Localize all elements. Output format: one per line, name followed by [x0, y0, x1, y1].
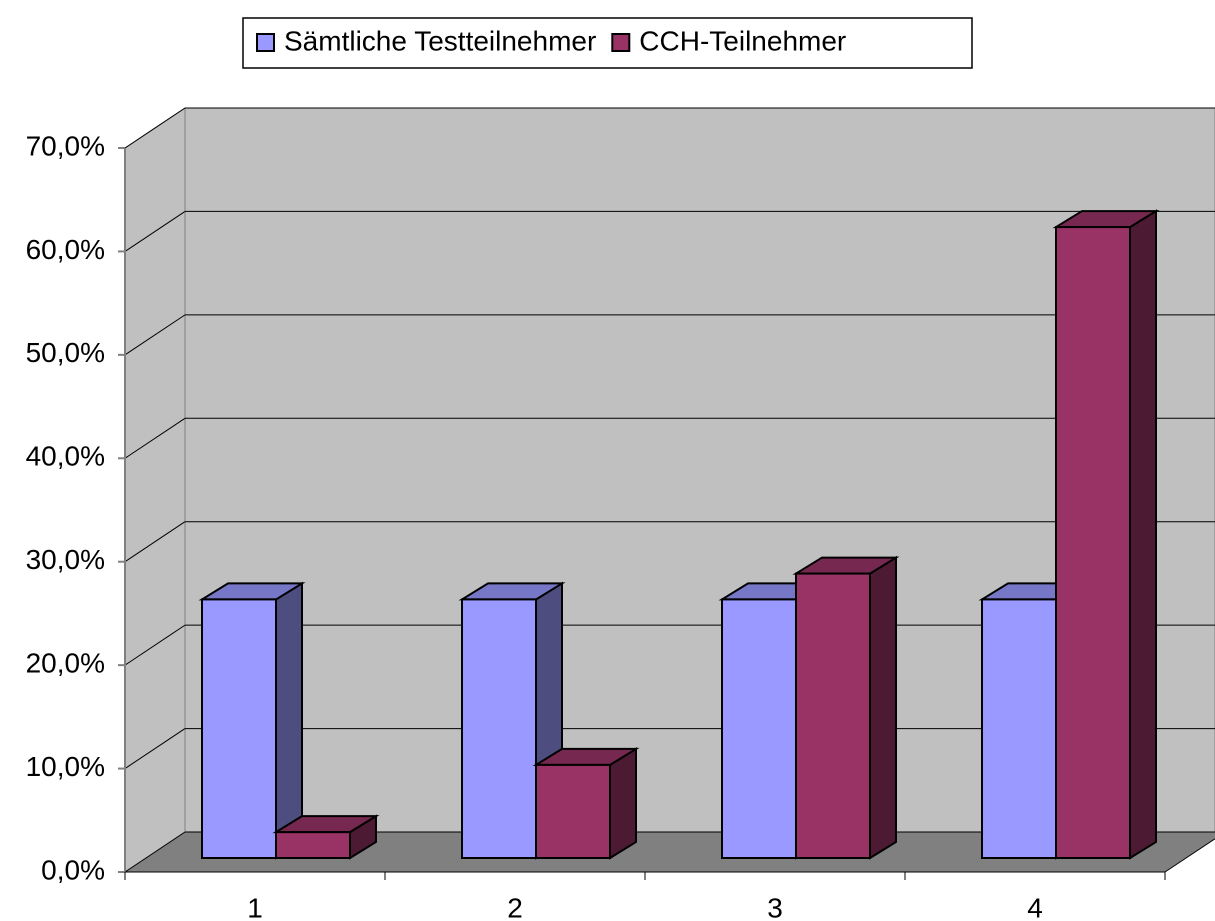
- legend-label: Sämtliche Testteilnehmer: [284, 25, 596, 56]
- bar: [532, 747, 640, 860]
- bar-front: [981, 598, 1057, 860]
- bar-front: [795, 572, 871, 859]
- grid-line: [124, 624, 186, 666]
- grid-line: [124, 107, 186, 149]
- bar-front: [1055, 226, 1131, 860]
- grid-line: [124, 211, 186, 252]
- bar-side: [275, 581, 303, 860]
- y-tick-label: 20,0%: [26, 648, 105, 679]
- bar-front: [535, 763, 611, 860]
- y-tick-label: 70,0%: [26, 130, 105, 161]
- legend-swatch: [256, 33, 275, 52]
- legend-swatch: [611, 33, 631, 52]
- bar: [792, 555, 900, 860]
- grid-line: [124, 417, 186, 459]
- legend: [242, 17, 973, 69]
- y-tick-label: 30,0%: [26, 544, 105, 575]
- x-tick-label: 2: [507, 892, 523, 921]
- x-tick-label: 4: [1027, 892, 1043, 921]
- y-tick-label: 60,0%: [26, 234, 105, 265]
- bar: [198, 581, 306, 860]
- grid-line: [124, 521, 186, 563]
- grid-line: [124, 728, 186, 769]
- legend-label: CCH-Teilnehmer: [639, 25, 846, 56]
- bar-side: [1129, 209, 1157, 860]
- bar-front: [201, 598, 277, 860]
- grid-line: [124, 314, 186, 356]
- grid-line: [124, 831, 186, 873]
- bar: [272, 814, 380, 860]
- x-tick-label: 1: [247, 892, 263, 921]
- bar-side: [869, 555, 897, 860]
- bar-side: [609, 747, 637, 860]
- x-tick-label: 3: [767, 892, 783, 921]
- floor: [125, 832, 1215, 872]
- bar-front: [721, 598, 797, 860]
- y-tick-label: 50,0%: [26, 337, 105, 368]
- x-axis-edge: [1164, 838, 1215, 873]
- side-wall: [124, 107, 186, 873]
- bar-front: [275, 831, 351, 860]
- bar: [1052, 209, 1160, 860]
- y-tick-label: 40,0%: [26, 441, 105, 472]
- y-tick-label: 10,0%: [26, 751, 105, 782]
- y-tick-label: 0,0%: [41, 854, 105, 885]
- bar-front: [461, 598, 537, 860]
